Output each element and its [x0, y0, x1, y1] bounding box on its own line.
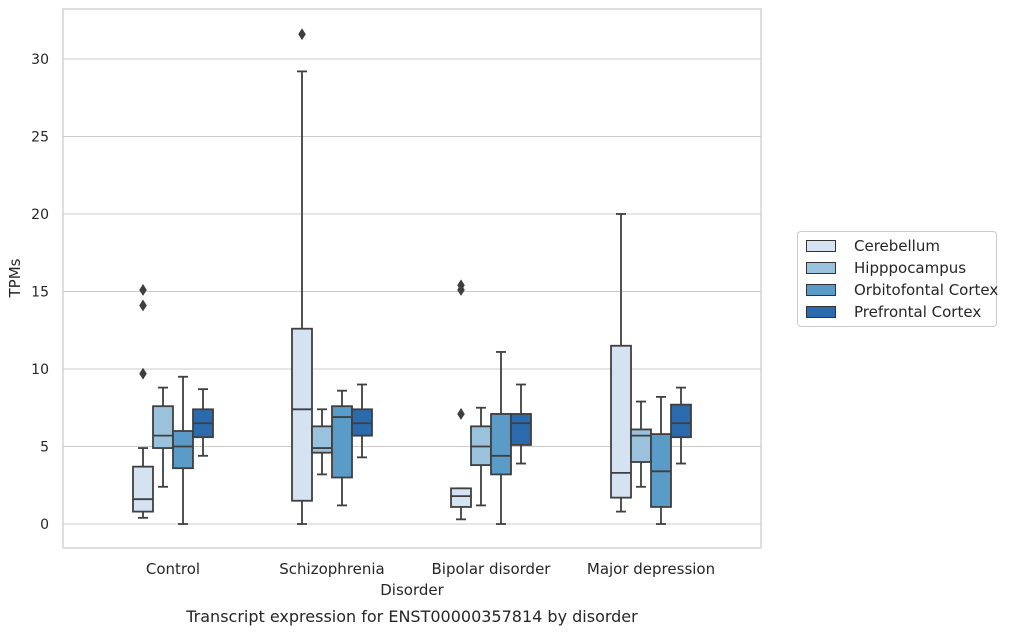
legend: Cerebellum Hipppocampus Orbitofontal Cor… — [797, 231, 999, 327]
legend-swatch-hippocampus — [806, 262, 836, 274]
legend-swatch-cerebellum — [806, 240, 836, 252]
box-prefrontal-cortex-bipolar-disorder — [510, 413, 532, 446]
x-tick-label: Major depression — [587, 560, 715, 578]
box-cerebellum-major-depression — [610, 344, 632, 499]
y-tick-label: 25 — [31, 130, 49, 146]
legend-label-orbitofrontal: Orbitofontal Cortex — [854, 281, 999, 299]
legend-swatch-orbitofrontal — [806, 284, 836, 296]
legend-entry-hippocampus: Hipppocampus — [806, 258, 996, 278]
y-tick-label: 0 — [40, 517, 49, 533]
box-cerebellum-schizophrenia-outlier — [298, 28, 306, 41]
box-cerebellum-control-outlier — [139, 284, 147, 296]
x-tick-label: Schizophrenia — [279, 560, 384, 578]
x-tick-label: Control — [146, 560, 200, 578]
box-cerebellum-control — [132, 465, 154, 513]
chart-title: Transcript expression for ENST0000035781… — [185, 607, 638, 626]
y-axis-label: TPMs — [6, 258, 24, 298]
box-cerebellum-bipolar-disorder-outlier — [457, 408, 465, 420]
box-cerebellum-control-outlier — [139, 367, 147, 380]
legend-entry-cerebellum: Cerebellum — [806, 236, 996, 256]
plot-frame — [62, 8, 762, 549]
box-orbitofontal-cortex-bipolar-disorder — [490, 413, 512, 476]
box-cerebellum-schizophrenia — [291, 327, 313, 502]
box-hipppocampus-major-depression — [630, 428, 652, 463]
box-cerebellum-control-outlier — [139, 299, 147, 312]
y-tick-label: 20 — [31, 207, 49, 223]
y-tick-label: 15 — [31, 285, 49, 301]
legend-entry-orbitofrontal: Orbitofontal Cortex — [806, 280, 999, 300]
y-tick-label: 10 — [31, 362, 49, 378]
box-hipppocampus-control — [152, 405, 174, 449]
box-cerebellum-bipolar-disorder — [450, 487, 472, 508]
box-cerebellum-bipolar-disorder-outlier — [457, 279, 465, 292]
box-orbitofontal-cortex-control — [172, 430, 194, 470]
y-tick-label: 30 — [31, 52, 49, 68]
box-prefrontal-cortex-major-depression — [670, 403, 692, 439]
legend-label-cerebellum: Cerebellum — [854, 237, 940, 255]
x-axis-label: Disorder — [380, 581, 444, 599]
legend-swatch-prefrontal — [806, 306, 836, 318]
legend-label-hippocampus: Hipppocampus — [854, 259, 967, 277]
y-tick-label: 5 — [40, 440, 49, 456]
legend-label-prefrontal: Prefrontal Cortex — [854, 303, 982, 321]
x-tick-label: Bipolar disorder — [432, 560, 552, 578]
box-orbitofontal-cortex-schizophrenia — [331, 405, 353, 479]
legend-entry-prefrontal: Prefrontal Cortex — [806, 302, 996, 322]
